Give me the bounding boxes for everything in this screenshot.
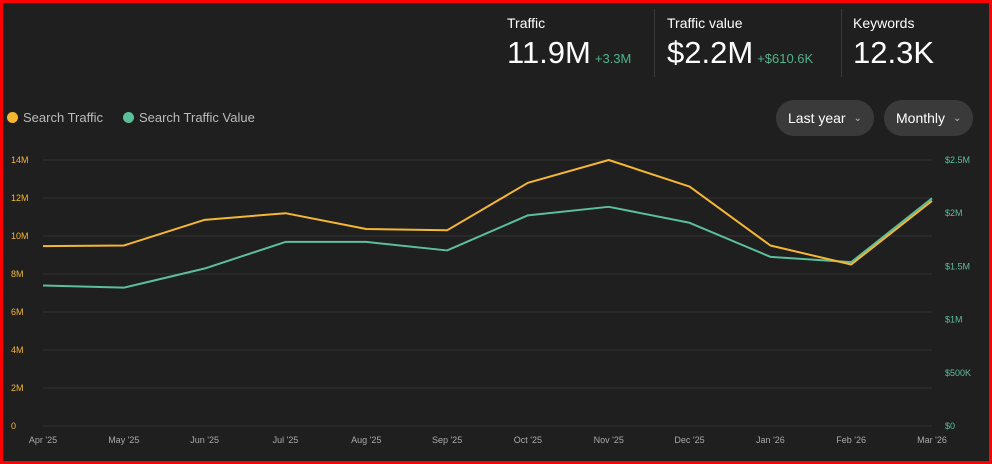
legend-item-value[interactable]: Search Traffic Value bbox=[122, 110, 255, 125]
right-tick-label: $0 bbox=[945, 421, 955, 431]
left-tick-label: 14M bbox=[11, 155, 29, 165]
chart-legend: Search Traffic Search Traffic Value bbox=[7, 110, 255, 125]
stat-traffic: Traffic 11.9M +3.3M bbox=[507, 15, 631, 71]
x-tick-label: Aug '25 bbox=[351, 435, 381, 445]
divider bbox=[654, 9, 655, 77]
stat-label: Traffic value bbox=[667, 15, 743, 31]
x-tick-label: Oct '25 bbox=[514, 435, 542, 445]
stat-label: Traffic bbox=[507, 15, 546, 31]
stat-keywords: Keywords 12.3K bbox=[853, 15, 934, 71]
date-range-dropdown[interactable]: Last year ⌄ bbox=[776, 100, 874, 136]
stat-value: 12.3K bbox=[853, 35, 935, 70]
x-tick-label: Feb '26 bbox=[836, 435, 866, 445]
left-tick-label: 8M bbox=[11, 269, 24, 279]
stat-value: 11.9M bbox=[507, 35, 591, 70]
dropdown-label: Last year bbox=[788, 110, 846, 126]
left-tick-label: 2M bbox=[11, 383, 24, 393]
x-tick-label: Apr '25 bbox=[29, 435, 57, 445]
stat-delta: +3.3M bbox=[594, 51, 632, 66]
x-tick-label: Jan '26 bbox=[756, 435, 785, 445]
x-tick-label: Dec '25 bbox=[674, 435, 704, 445]
x-tick-label: Sep '25 bbox=[432, 435, 462, 445]
legend-label: Search Traffic Value bbox=[138, 110, 255, 125]
left-tick-label: 10M bbox=[11, 231, 29, 241]
right-tick-label: $1.5M bbox=[945, 261, 970, 271]
x-tick-label: Jul '25 bbox=[273, 435, 299, 445]
legend-dot-icon bbox=[7, 112, 18, 123]
right-tick-label: $1M bbox=[945, 315, 963, 325]
line-chart: 0 2M 4M 6M 8M 10M 12M 14M $0 $500K $1M $1.5M $2M $2.5… bbox=[11, 155, 971, 445]
legend-label: Search Traffic bbox=[23, 110, 103, 125]
right-tick-label: $2M bbox=[945, 208, 963, 218]
interval-dropdown[interactable]: Monthly ⌄ bbox=[884, 100, 974, 136]
right-tick-label: $500K bbox=[945, 368, 971, 378]
stat-label: Keywords bbox=[853, 15, 915, 31]
chevron-down-icon: ⌄ bbox=[853, 112, 862, 124]
series-line-value bbox=[42, 197, 933, 289]
right-tick-label: $2.5M bbox=[945, 155, 970, 165]
legend-dot-icon bbox=[122, 112, 134, 123]
left-tick-label: 4M bbox=[11, 345, 24, 355]
stat-value: $2.2M bbox=[667, 35, 754, 70]
traffic-overview-panel: Traffic 11.9M +3.3M Traffic value $2.2M +$… bbox=[3, 3, 989, 461]
series-line-traffic bbox=[42, 159, 933, 266]
x-tick-label: Mar '26 bbox=[917, 435, 947, 445]
x-tick-label: May '25 bbox=[108, 435, 139, 445]
divider bbox=[841, 9, 842, 77]
left-tick-label: 12M bbox=[11, 193, 29, 203]
x-tick-label: Nov '25 bbox=[594, 435, 624, 445]
left-tick-label: 0 bbox=[11, 421, 16, 431]
stat-traffic-value: Traffic value $2.2M +$610.6K bbox=[667, 15, 813, 71]
left-tick-label: 6M bbox=[11, 307, 24, 317]
chevron-down-icon: ⌄ bbox=[953, 112, 962, 124]
legend-item-traffic[interactable]: Search Traffic bbox=[7, 110, 103, 125]
dropdown-label: Monthly bbox=[896, 110, 946, 126]
x-tick-label: Jun '25 bbox=[190, 435, 219, 445]
stat-delta: +$610.6K bbox=[757, 51, 814, 66]
